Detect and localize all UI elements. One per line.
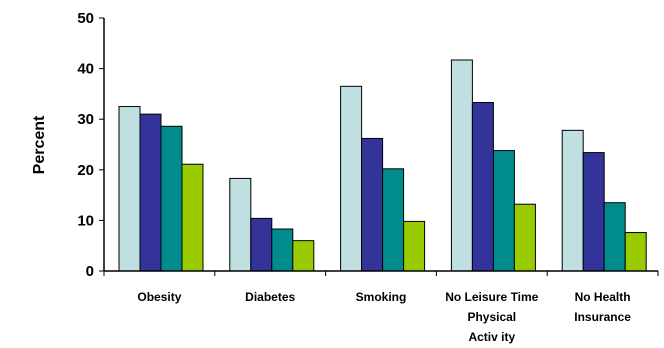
y-tick-label: 30: [77, 111, 94, 128]
bar-5-series-1: [561, 129, 584, 272]
bar-1-series-3: [160, 125, 183, 272]
category-label: Diabetes: [245, 290, 295, 304]
y-tick-label: 40: [77, 61, 94, 78]
y-tick-label: 50: [77, 10, 94, 27]
bar-4-series-1: [450, 59, 473, 272]
bar-1-series-2: [139, 113, 162, 272]
bar-3-series-2: [361, 137, 384, 272]
y-ticks-group: 0 10 20 30 40 50: [77, 10, 104, 280]
bar-3-series-3: [382, 168, 405, 272]
bar-2-series-4: [292, 240, 315, 272]
axes-group: [103, 18, 659, 276]
bar-2-series-3: [271, 228, 294, 272]
category-label: Obesity: [137, 290, 181, 304]
bars-group: [118, 59, 647, 272]
y-tick-label: 20: [77, 162, 94, 179]
bar-4-series-3: [492, 150, 515, 272]
bar-2-series-1: [229, 177, 252, 272]
category-label: No Leisure Time Physical Activ ity: [445, 290, 538, 344]
x-labels-group: Obesity Diabetes Smoking No Leisure Time Phy…: [137, 290, 631, 344]
category-label: No Health Insurance: [574, 290, 631, 324]
bar-5-series-2: [582, 152, 605, 272]
bar-4-series-2: [471, 102, 494, 272]
bar-1-series-4: [181, 163, 204, 272]
bar-5-series-4: [624, 232, 647, 272]
bar-3-series-4: [403, 220, 426, 272]
category-label: Smoking: [356, 290, 407, 304]
bar-3-series-1: [340, 85, 363, 272]
bar-1-series-1: [118, 106, 141, 272]
bar-4-series-4: [513, 203, 536, 272]
y-tick-label: 10: [77, 212, 94, 229]
bar-2-series-2: [250, 217, 273, 272]
bar-5-series-3: [603, 202, 626, 272]
y-axis-title: Percent: [31, 115, 48, 174]
y-tick-label: 0: [86, 263, 94, 280]
